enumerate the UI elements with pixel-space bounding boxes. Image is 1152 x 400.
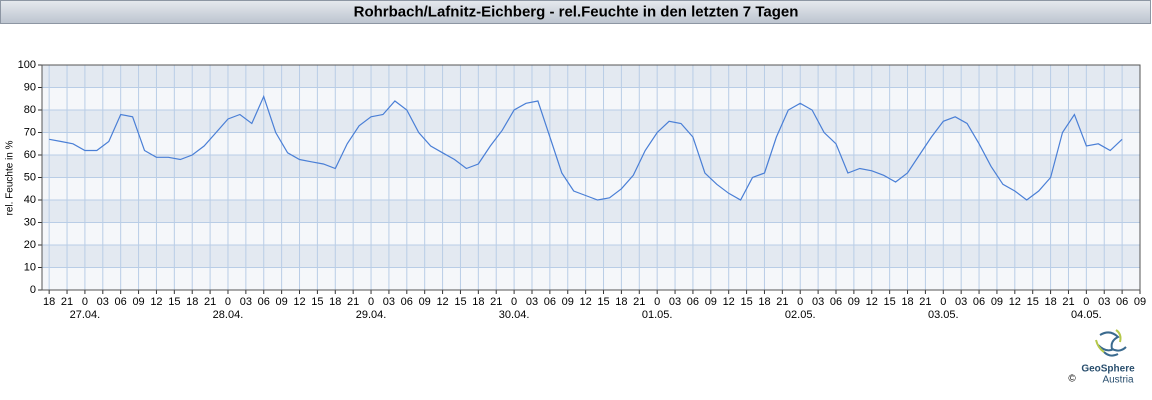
x-tick-label: 12 [293,296,305,308]
x-tick-label: 0 [1083,296,1089,308]
date-label: 27.04. [70,309,101,321]
x-tick-label: 0 [225,296,231,308]
band [42,245,1140,268]
x-tick-label: 15 [1027,296,1039,308]
date-label: 29.04. [356,309,387,321]
x-tick-label: 15 [311,296,323,308]
x-tick-label: 06 [973,296,985,308]
x-tick-label: 0 [797,296,803,308]
x-tick-label: 21 [204,296,216,308]
title-bar [0,0,1151,24]
x-tick-label: 0 [368,296,374,308]
x-tick-label: 21 [61,296,73,308]
y-tick-label: 0 [30,284,36,296]
band [42,155,1140,178]
x-tick-label: 03 [1098,296,1110,308]
x-tick-label: 06 [258,296,270,308]
logo-text: GeoSphere [1081,364,1135,375]
x-tick-label: 15 [454,296,466,308]
x-tick-label: 09 [276,296,288,308]
date-label: 30.04. [499,309,530,321]
date-label: 28.04. [213,309,244,321]
date-label: 03.05. [928,309,959,321]
x-tick-label: 15 [740,296,752,308]
y-axis-label: rel. Feuchte in % [5,140,16,215]
x-tick-label: 21 [1062,296,1074,308]
x-tick-label: 03 [955,296,967,308]
x-tick-label: 21 [776,296,788,308]
x-tick-label: 21 [633,296,645,308]
x-tick-label: 03 [812,296,824,308]
y-tick-label: 80 [24,104,36,116]
x-tick-label: 03 [240,296,252,308]
copyright: © [1068,374,1076,385]
x-tick-label: 18 [615,296,627,308]
x-tick-label: 12 [580,296,592,308]
date-label: 04.05. [1071,309,1102,321]
x-tick-label: 18 [186,296,198,308]
x-tick-label: 18 [472,296,484,308]
x-tick-label: 18 [43,296,55,308]
x-tick-label: 12 [150,296,162,308]
logo-icon [1097,331,1127,357]
x-tick-label: 09 [1134,296,1146,308]
x-tick-label: 06 [544,296,556,308]
x-tick-label: 03 [526,296,538,308]
humidity-line [49,94,1123,201]
x-tick-label: 09 [991,296,1003,308]
y-tick-label: 30 [24,216,36,228]
x-tick-label: 03 [669,296,681,308]
logo-subtext: Austria [1102,375,1134,386]
x-tick-label: 06 [830,296,842,308]
y-tick-label: 10 [24,261,36,273]
x-tick-label: 15 [597,296,609,308]
x-tick-label: 0 [940,296,946,308]
x-tick-label: 12 [723,296,735,308]
x-tick-label: 15 [168,296,180,308]
y-tick-label: 70 [24,126,36,138]
date-label: 02.05. [785,309,816,321]
y-tick-label: 90 [24,81,36,93]
y-tick-label: 50 [24,171,36,183]
band [42,65,1140,88]
date-label: 01.05. [642,309,673,321]
y-tick-label: 100 [18,59,36,71]
x-tick-label: 06 [1116,296,1128,308]
logo-icon [1095,329,1122,353]
x-tick-label: 06 [687,296,699,308]
x-tick-label: 18 [1044,296,1056,308]
y-tick-label: 40 [24,194,36,206]
x-tick-label: 12 [866,296,878,308]
x-tick-label: 0 [511,296,517,308]
logo [1095,329,1127,357]
x-tick-label: 06 [115,296,127,308]
x-tick-label: 15 [884,296,896,308]
x-tick-label: 09 [705,296,717,308]
x-tick-label: 03 [97,296,109,308]
x-tick-label: 18 [901,296,913,308]
x-tick-label: 21 [919,296,931,308]
x-tick-label: 0 [82,296,88,308]
y-tick-label: 60 [24,149,36,161]
x-tick-label: 03 [383,296,395,308]
x-tick-label: 12 [1009,296,1021,308]
x-tick-label: 18 [758,296,770,308]
x-tick-label: 09 [562,296,574,308]
x-tick-label: 18 [329,296,341,308]
y-tick-label: 20 [24,239,36,251]
x-tick-label: 0 [654,296,660,308]
x-tick-label: 09 [419,296,431,308]
band [42,110,1140,133]
x-tick-label: 09 [132,296,144,308]
x-tick-label: 06 [401,296,413,308]
chart-title: Rohrbach/Lafnitz-Eichberg - rel.Feuchte … [354,3,799,20]
x-tick-label: 12 [436,296,448,308]
x-tick-label: 21 [490,296,502,308]
band [42,200,1140,223]
plot-frame [41,64,1141,291]
x-tick-label: 21 [347,296,359,308]
x-tick-label: 09 [848,296,860,308]
